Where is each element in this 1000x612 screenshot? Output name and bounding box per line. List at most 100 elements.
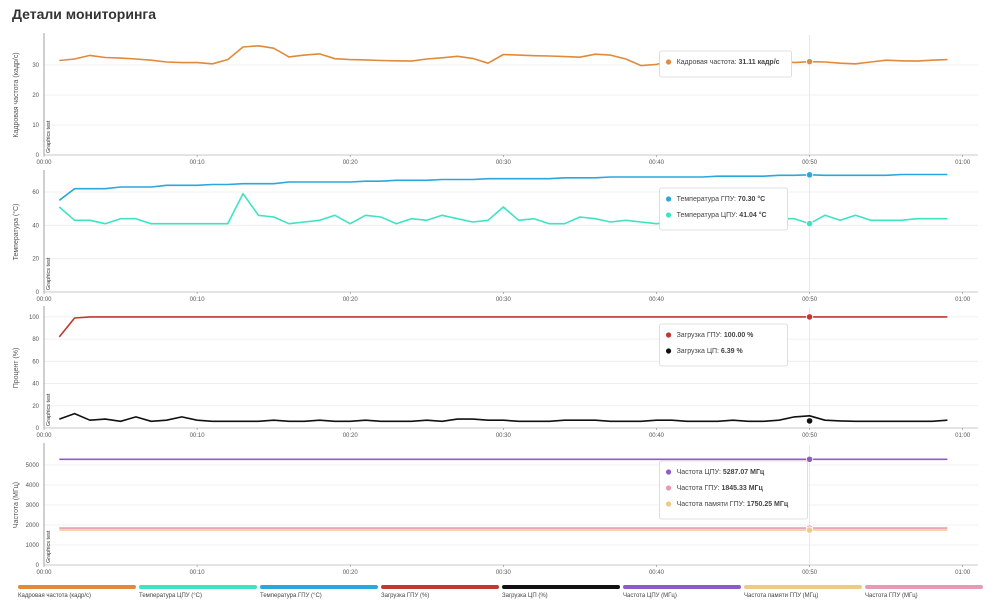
hover-marker-fps xyxy=(805,58,814,66)
hover-marker-cpu_temp xyxy=(805,220,814,228)
y-tick-label: 0 xyxy=(36,563,40,569)
hover-marker-gpu_load xyxy=(805,313,814,321)
test-annotation: Graphics test xyxy=(46,393,52,426)
x-tick-label: 00:50 xyxy=(802,570,818,576)
legend-item[interactable]: Частота ЦПУ (МГц) xyxy=(623,585,741,599)
hover-marker-gpu_mem_freq xyxy=(805,526,814,534)
tooltip-box xyxy=(659,50,792,78)
tooltip-label: Температура ГПУ: xyxy=(677,196,738,203)
y-tick-label: 10 xyxy=(32,123,39,129)
tooltip-label: Кадровая частота: xyxy=(677,59,739,66)
hover-marker-cpu_load xyxy=(805,417,814,425)
tooltip-value: 1845.33 МГц xyxy=(721,485,763,492)
x-tick-label: 00:40 xyxy=(649,570,665,576)
tooltip-box xyxy=(659,187,788,231)
legend-item[interactable]: Температура ГПУ (°C) xyxy=(260,585,378,599)
x-tick-label: 00:20 xyxy=(343,570,359,576)
x-tick-label: 00:00 xyxy=(36,160,52,166)
legend-label: Кадровая частота (кадр/с) xyxy=(18,593,92,599)
x-tick-label: 00:10 xyxy=(190,433,206,439)
tooltip: Кадровая частота: 31.11 кадр/с xyxy=(659,50,792,78)
x-tick-label: 01:00 xyxy=(955,433,971,439)
tooltip-value: 41.04 °C xyxy=(739,211,766,219)
legend-label: Загрузка ЦП (%) xyxy=(502,593,548,599)
x-tick-label: 00:50 xyxy=(802,297,818,303)
tooltip-value: 31.11 кадр/с xyxy=(739,59,780,66)
x-tick-label: 00:20 xyxy=(343,160,359,166)
series-line-fps xyxy=(59,44,948,67)
y-tick-label: 40 xyxy=(32,223,39,229)
tooltip-box xyxy=(659,323,788,367)
legend-swatch xyxy=(260,585,378,589)
hover-marker-gpu_temp xyxy=(805,171,814,179)
y-tick-label: 30 xyxy=(32,63,39,69)
x-tick-label: 00:20 xyxy=(343,433,359,439)
x-tick-label: 01:00 xyxy=(955,297,971,303)
legend-item[interactable]: Загрузка ГПУ (%) xyxy=(381,585,499,599)
legend-item[interactable]: Частота памяти ГПУ (МГц) xyxy=(744,585,862,599)
legend-item[interactable]: Частота ГПУ (МГц) xyxy=(865,585,983,599)
legend-item[interactable]: Кадровая частота (кадр/с) xyxy=(18,585,136,599)
series-line-cpu_load xyxy=(59,412,948,423)
y-axis-label: Кадровая частота (кадр/с) xyxy=(13,52,20,137)
tooltip: Загрузка ГПУ: 100.00 % Загрузка ЦП: 6.39 … xyxy=(659,323,788,367)
x-tick-label: 00:30 xyxy=(496,297,512,303)
x-tick-label: 00:50 xyxy=(802,433,818,439)
tooltip: Температура ГПУ: 70.30 °C Температура ЦПУ… xyxy=(659,187,788,231)
legend-item[interactable]: Температура ЦПУ (°C) xyxy=(139,585,257,599)
tooltip-item: Температура ГПУ: 70.30 °C xyxy=(677,195,766,203)
x-tick-label: 00:10 xyxy=(190,570,206,576)
tooltip-value: 6.39 % xyxy=(721,348,744,355)
tooltip: Частота ЦПУ: 5287.07 МГц Частота ГПУ: 184… xyxy=(659,460,808,520)
legend-label: Частота ГПУ (МГц) xyxy=(865,593,918,599)
y-tick-label: 0 xyxy=(36,153,40,159)
series-line-cpu_temp xyxy=(58,192,948,225)
y-tick-label: 20 xyxy=(32,404,39,410)
tooltip-value: 5287.07 МГц xyxy=(723,469,765,476)
y-tick-label: 3000 xyxy=(26,503,40,509)
tooltip-label: Частота ГПУ: xyxy=(677,485,722,492)
legend-swatch xyxy=(865,585,983,589)
tooltip-label: Частота памяти ГПУ: xyxy=(677,501,747,508)
tooltip-item: Загрузка ЦП: 6.39 % xyxy=(677,348,744,355)
series-line-gpu_load xyxy=(58,316,948,338)
y-tick-label: 20 xyxy=(32,257,39,263)
tooltip-item: Кадровая частота: 31.11 кадр/с xyxy=(677,59,780,66)
x-tick-label: 00:00 xyxy=(36,433,52,439)
tooltip-label: Температура ЦПУ: xyxy=(677,212,740,219)
test-annotation: Graphics test xyxy=(46,257,52,290)
x-tick-label: 00:30 xyxy=(496,160,512,166)
legend-swatch xyxy=(502,585,620,589)
legend-swatch xyxy=(623,585,741,589)
legend-label: Температура ЦПУ (°C) xyxy=(139,593,202,599)
tooltip-dot xyxy=(665,196,672,202)
x-tick-label: 01:00 xyxy=(955,160,971,166)
legend-swatch xyxy=(744,585,862,589)
tooltip-value: 70.30 °C xyxy=(738,195,765,203)
legend: Кадровая частота (кадр/с) Температура ЦПУ… xyxy=(18,585,988,607)
tooltip-label: Частота ЦПУ: xyxy=(677,469,723,476)
x-tick-label: 00:40 xyxy=(649,160,665,166)
y-axis-label: Процент (%) xyxy=(13,348,20,389)
y-axis-label: Частота (МГц) xyxy=(13,482,20,528)
test-annotation: Graphics test xyxy=(46,530,52,563)
legend-label: Частота памяти ГПУ (МГц) xyxy=(744,593,819,599)
legend-swatch xyxy=(381,585,499,589)
tooltip-value: 100.00 % xyxy=(724,332,754,339)
chart-panel-3: 0 1000 2000 3000 4000 5000 00:00 00:10 00:20 00:3… xyxy=(13,443,978,576)
x-tick-label: 00:10 xyxy=(190,160,206,166)
tooltip-box xyxy=(659,460,808,520)
y-tick-label: 2000 xyxy=(26,523,40,529)
chart-panel-2: 0 20 40 60 80 100 00:00 00:10 00:20 00:30 00:40 00:… xyxy=(13,306,978,439)
y-tick-label: 40 xyxy=(32,382,39,388)
x-tick-label: 00:10 xyxy=(190,297,206,303)
legend-item[interactable]: Загрузка ЦП (%) xyxy=(502,585,620,599)
tooltip-dot xyxy=(665,212,672,218)
y-tick-label: 80 xyxy=(32,337,39,343)
x-tick-label: 00:20 xyxy=(343,297,359,303)
chart-panel-0: 0 10 20 30 00:00 00:10 00:20 00:30 00:40 00:50 01:… xyxy=(13,33,978,166)
x-tick-label: 00:30 xyxy=(496,433,512,439)
tooltip-item: Загрузка ГПУ: 100.00 % xyxy=(677,332,755,339)
tooltip-value: 1750.25 МГц xyxy=(747,501,789,508)
